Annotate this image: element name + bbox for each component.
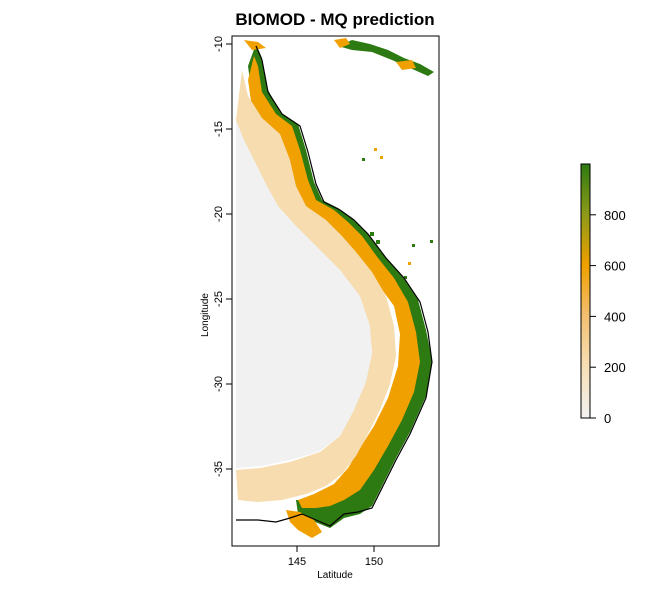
y-tick-label: -20 <box>213 206 225 222</box>
reef-cells-orange <box>374 148 411 265</box>
northern-strip <box>338 40 434 76</box>
colorbar-ticks: 0 200 400 600 800 <box>590 208 626 426</box>
south-coast-patch <box>286 510 322 538</box>
plot-title: BIOMOD - MQ prediction <box>235 10 435 29</box>
raster-layer <box>236 38 434 538</box>
legend-tick-label: 0 <box>604 411 611 426</box>
y-axis: -10 -15 -20 -25 -30 -35 <box>213 36 232 477</box>
plot-frame <box>231 35 440 547</box>
y-tick-label: -15 <box>213 121 225 137</box>
legend-tick-label: 200 <box>604 360 626 375</box>
coastline <box>236 45 433 527</box>
y-tick-label: -35 <box>213 461 225 477</box>
x-tick-label: 145 <box>288 556 306 568</box>
inland-area <box>236 120 372 468</box>
reef-cells <box>362 158 433 313</box>
y-tick-label: -30 <box>213 376 225 392</box>
y-tick-label: -25 <box>213 291 225 307</box>
legend-tick-label: 800 <box>604 208 626 223</box>
x-axis: 145 150 <box>288 546 383 568</box>
x-tick-label: 150 <box>365 556 383 568</box>
y-tick-label: -10 <box>213 36 225 52</box>
legend-tick-label: 600 <box>604 259 626 274</box>
y-axis-title: Longitude <box>200 293 211 337</box>
x-axis-title: Latitude <box>317 570 353 581</box>
legend-tick-label: 400 <box>604 309 626 324</box>
suitability-low-band <box>236 70 396 502</box>
colorbar-gradient <box>580 163 591 419</box>
colorbar-legend: 0 200 400 600 800 <box>580 163 626 426</box>
